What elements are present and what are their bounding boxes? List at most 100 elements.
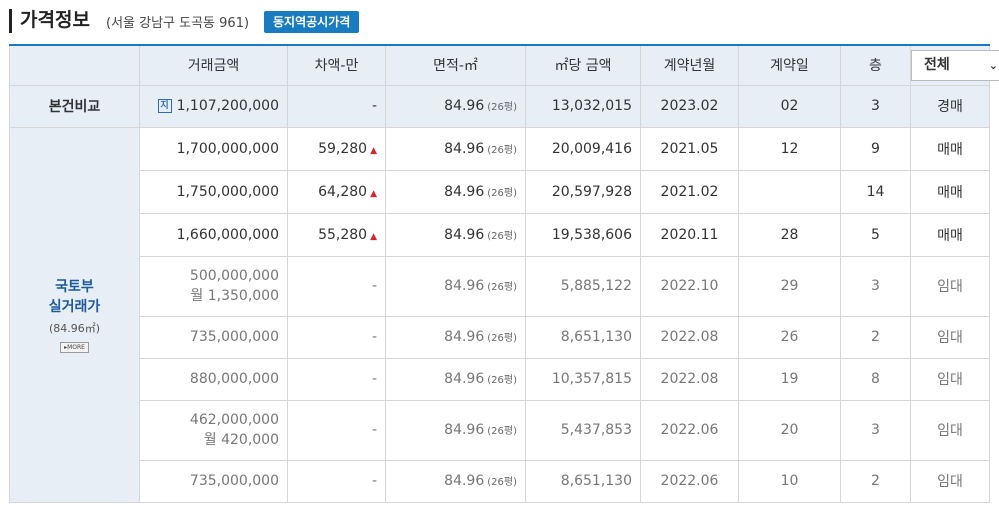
group-area: (84.96㎡) bbox=[48, 321, 101, 335]
per-m2-cell: 10,357,815 bbox=[525, 357, 641, 401]
contract-day-cell bbox=[738, 169, 841, 214]
self-amount: 1,107,200,000 bbox=[176, 98, 279, 114]
area-cell: 84.96 (26평) bbox=[385, 169, 526, 214]
public-price-button[interactable]: 동지역공시가격 bbox=[264, 11, 360, 33]
more-button[interactable]: ▸MORE bbox=[60, 341, 89, 353]
pyeong-value: (26평) bbox=[487, 187, 517, 199]
increase-arrow-icon: ▲ bbox=[370, 188, 377, 199]
diff-cell: 55,280 ▲ bbox=[287, 212, 386, 257]
floor-cell: 3 bbox=[840, 255, 911, 317]
table-row: 500,000,000 월 1,350,000-84.96 (26평) 5,885,1… bbox=[10, 255, 990, 317]
diff-value: - bbox=[371, 422, 377, 438]
col-header-per-m2: ㎡당 금액 bbox=[525, 44, 641, 86]
contract-day-cell: 26 bbox=[738, 315, 841, 359]
col-header-contract-day: 계약일 bbox=[738, 44, 841, 86]
contract-day-cell: 28 bbox=[738, 212, 841, 257]
per-m2-cell: 8,651,130 bbox=[525, 315, 641, 359]
area-cell: 84.96 (26평) bbox=[385, 459, 526, 503]
chevron-down-icon: ⌄ bbox=[988, 58, 998, 72]
self-ym: 2023.02 bbox=[640, 84, 739, 128]
pyeong-value: (26평) bbox=[487, 230, 517, 242]
diff-value: - bbox=[371, 371, 377, 387]
contract-day-cell: 10 bbox=[738, 459, 841, 503]
area-cell: 84.96 (26평) bbox=[385, 255, 526, 317]
contract-day-cell: 19 bbox=[738, 357, 841, 401]
contract-ym-cell: 2022.08 bbox=[640, 357, 739, 401]
title-accent-bar bbox=[9, 9, 12, 33]
self-area-cell: 84.96 (26평) bbox=[385, 84, 526, 128]
deal-type-cell: 임대 bbox=[910, 459, 990, 503]
table-row: 735,000,000-84.96 (26평) 8,651,130 2022.06 10… bbox=[10, 459, 990, 503]
floor-cell: 8 bbox=[840, 357, 911, 401]
per-m2-cell: 8,651,130 bbox=[525, 459, 641, 503]
diff-cell: 64,280 ▲ bbox=[287, 169, 386, 214]
pyeong-value: (26평) bbox=[487, 426, 517, 437]
increase-arrow-icon: ▲ bbox=[370, 231, 377, 242]
self-area: 84.96 bbox=[444, 98, 485, 114]
diff-value: - bbox=[371, 278, 377, 294]
contract-ym-cell: 2022.08 bbox=[640, 315, 739, 359]
deal-type-cell: 임대 bbox=[910, 255, 990, 317]
self-amount-cell: 지 1,107,200,000 bbox=[139, 84, 288, 128]
per-m2-cell: 5,885,122 bbox=[525, 255, 641, 317]
table-row: 1,750,000,000 64,280 ▲ 84.96 (26평) 20,597,928… bbox=[10, 169, 990, 214]
area-value: 84.96 bbox=[444, 473, 485, 489]
contract-day-cell: 12 bbox=[738, 126, 841, 171]
self-row-label: 본건비교 bbox=[9, 84, 140, 128]
col-header-contract-ym: 계약년월 bbox=[640, 44, 739, 86]
amount-cell: 735,000,000 bbox=[139, 315, 288, 359]
contract-ym-cell: 2022.06 bbox=[640, 459, 739, 503]
pyeong-value: (26평) bbox=[487, 282, 517, 293]
group-title-line2: 실거래가 bbox=[48, 298, 101, 315]
deal-type-select[interactable]: 전체 ⌄ bbox=[911, 49, 999, 81]
self-comparison-row: 본건비교 지 1,107,200,000 - 84.96 (26평) 13,032,… bbox=[9, 84, 990, 128]
diff-cell: - bbox=[287, 315, 386, 359]
area-cell: 84.96 (26평) bbox=[385, 399, 526, 461]
self-day: 02 bbox=[738, 84, 841, 128]
diff-value: 64,280 bbox=[318, 183, 368, 200]
deal-type-cell: 임대 bbox=[910, 315, 990, 359]
table-row: 880,000,000-84.96 (26평) 10,357,815 2022.08 1… bbox=[10, 357, 990, 401]
table-row: 735,000,000 - 84.96 (26평) 8,651,130 2022.08 26… bbox=[10, 315, 990, 359]
diff-value: 55,280 bbox=[318, 226, 368, 243]
pyeong-value: (26평) bbox=[487, 477, 517, 488]
deal-type-selected: 전체 bbox=[924, 56, 950, 73]
area-cell: 84.96 (26평) bbox=[385, 212, 526, 257]
col-header-floor: 층 bbox=[840, 44, 911, 86]
amount-cell: 880,000,000 bbox=[139, 357, 288, 401]
table-header-row: 거래금액 차액-만 면적-㎡ ㎡당 금액 계약년월 계약일 층 전체 ⌄ bbox=[9, 44, 999, 86]
diff-cell: - bbox=[287, 357, 386, 401]
group-title-line1: 국토부 bbox=[55, 278, 94, 295]
page-title: 가격정보 bbox=[20, 9, 90, 31]
amount: 735,000,000 bbox=[189, 329, 279, 345]
diff-cell: - bbox=[287, 255, 386, 317]
contract-ym-cell: 2020.11 bbox=[640, 212, 739, 257]
floor-cell: 9 bbox=[840, 126, 911, 171]
deal-type-cell: 임대 bbox=[910, 357, 990, 401]
floor-cell: 5 bbox=[840, 212, 911, 257]
contract-day-cell: 29 bbox=[738, 255, 841, 317]
area-value: 84.96 bbox=[444, 422, 485, 438]
table-row: 462,000,000 월 420,000-84.96 (26평) 5,437,853… bbox=[10, 399, 990, 461]
area-value: 84.96 bbox=[444, 329, 485, 345]
contract-ym-cell: 2022.06 bbox=[640, 399, 739, 461]
contract-ym-cell: 2022.10 bbox=[640, 255, 739, 317]
col-header-diff: 차액-만 bbox=[287, 44, 386, 86]
diff-value: - bbox=[371, 329, 377, 345]
diff-cell: - bbox=[287, 399, 386, 461]
amount: 1,700,000,000 bbox=[176, 140, 279, 157]
per-m2-cell: 19,538,606 bbox=[525, 212, 641, 257]
deal-type-cell: 매매 bbox=[910, 212, 990, 257]
pyeong-value: (26평) bbox=[487, 375, 517, 386]
pyeong-value: (26평) bbox=[487, 333, 517, 344]
deal-type-cell: 매매 bbox=[910, 169, 990, 214]
col-header-amount: 거래금액 bbox=[139, 44, 288, 86]
amount: 1,660,000,000 bbox=[176, 226, 279, 243]
amount: 880,000,000 bbox=[189, 371, 279, 387]
auction-tag-icon: 지 bbox=[157, 99, 172, 113]
amount-cell: 1,660,000,000 bbox=[139, 212, 288, 257]
pyeong-value: (26평) bbox=[487, 144, 517, 156]
per-m2-cell: 20,597,928 bbox=[525, 169, 641, 214]
